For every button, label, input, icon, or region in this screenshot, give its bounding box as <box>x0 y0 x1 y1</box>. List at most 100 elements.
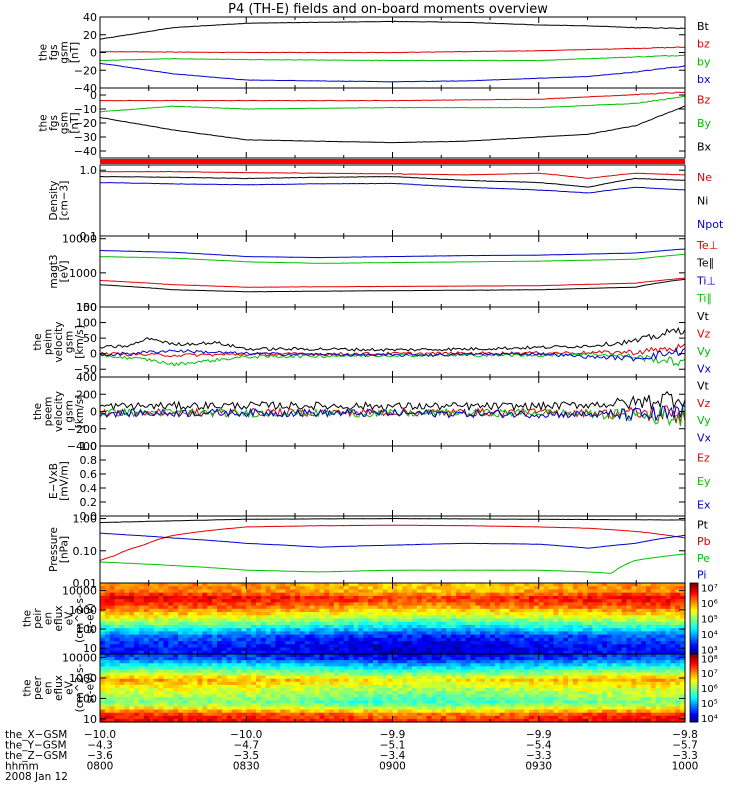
spectrogram-cell <box>187 602 194 607</box>
colorbar-segment <box>690 630 698 634</box>
spectrogram-cell <box>402 618 408 623</box>
spectrogram-cell <box>373 615 379 620</box>
spectrogram-cell <box>607 589 613 594</box>
spectrogram-cell <box>119 592 125 597</box>
spectrogram-cell <box>324 672 330 677</box>
spectrogram-cell <box>641 592 647 597</box>
spectrogram-cell <box>504 608 511 613</box>
spectrogram-cell <box>202 624 208 629</box>
spectrogram-cell <box>524 650 530 655</box>
spectrogram-cell <box>397 647 403 652</box>
spectrogram-cell <box>163 681 169 686</box>
spectrogram-cell <box>607 681 613 686</box>
spectrogram-cell <box>397 663 403 667</box>
spectrogram-cell <box>538 694 545 698</box>
spectrogram-cell <box>368 697 374 701</box>
y-tick-label: −400 <box>67 440 97 453</box>
spectrogram-cell <box>158 684 164 689</box>
spectrogram-cell <box>290 589 296 594</box>
spectrogram-cell <box>441 631 447 636</box>
spectrogram-cell <box>543 688 550 692</box>
spectrogram-cell <box>299 697 306 701</box>
spectrogram-cell <box>363 628 369 633</box>
spectrogram-cell <box>392 605 398 610</box>
spectrogram-cell <box>275 700 281 705</box>
spectrogram-cell <box>143 694 150 698</box>
spectrogram-cell <box>421 599 428 603</box>
spectrogram-cell <box>558 602 564 607</box>
spectrogram-cell <box>538 637 545 642</box>
spectrogram-cell <box>543 583 550 587</box>
spectrogram-cell <box>607 684 613 689</box>
spectrogram-cell <box>304 592 311 597</box>
spectrogram-cell <box>499 694 506 698</box>
spectrogram-cell <box>490 624 496 629</box>
spectrogram-cell <box>129 641 135 645</box>
spectrogram-cell <box>646 644 652 649</box>
spectrogram-cell <box>446 621 452 626</box>
spectrogram-cell <box>173 666 179 671</box>
spectrogram-cell <box>553 688 559 692</box>
spectrogram-cell <box>265 660 272 664</box>
spectrogram-cell <box>631 618 637 623</box>
spectrogram-cell <box>490 697 496 701</box>
spectrogram-cell <box>319 691 325 695</box>
spectrogram-cell <box>148 654 155 658</box>
spectrogram-cell <box>299 700 306 705</box>
spectrogram-cell <box>212 660 218 664</box>
spectrogram-cell <box>178 592 184 597</box>
spectrogram-cell <box>148 628 155 633</box>
spectrogram-cell <box>236 650 242 655</box>
spectrogram-cell <box>314 688 320 692</box>
spectrogram-cell <box>538 663 545 667</box>
spectrogram-cell <box>538 621 545 626</box>
spectrogram-cell <box>109 666 116 671</box>
spectrogram-cell <box>348 602 355 607</box>
spectrogram-cell <box>631 691 637 695</box>
spectrogram-cell <box>607 660 613 664</box>
spectrogram-cell <box>251 641 257 645</box>
spectrogram-cell <box>338 678 345 683</box>
spectrogram-cell <box>455 605 462 610</box>
spectrogram-cell <box>119 647 125 652</box>
spectrogram-cell <box>343 681 350 686</box>
spectrogram-cell <box>490 647 496 652</box>
spectrogram-cell <box>343 637 350 642</box>
spectrogram-cell <box>485 602 491 607</box>
spectrogram-cell <box>426 647 433 652</box>
spectrogram-cell <box>426 678 433 683</box>
spectrogram-cell <box>441 684 447 689</box>
spectrogram-cell <box>597 681 603 686</box>
spectrogram-cell <box>646 657 652 661</box>
spectrogram-cell <box>524 691 530 695</box>
spectrogram-cell <box>363 612 369 616</box>
spectrogram-cell <box>621 618 628 623</box>
spectrogram-cell <box>275 624 281 629</box>
spectrogram-cell <box>587 599 593 603</box>
spectrogram-cell <box>358 618 364 623</box>
spectrogram-cell <box>100 647 106 652</box>
spectrogram-cell <box>212 602 218 607</box>
spectrogram-cell <box>421 657 428 661</box>
spectrogram-cell <box>451 647 457 652</box>
spectrogram-cell <box>397 612 403 616</box>
spectrogram-cell <box>260 672 267 677</box>
spectrogram-cell <box>441 605 447 610</box>
spectrogram-cell <box>348 624 355 629</box>
spectrogram-cell <box>387 608 394 613</box>
spectrogram-cell <box>256 678 262 683</box>
spectrogram-cell <box>524 605 530 610</box>
spectrogram-cell <box>163 602 169 607</box>
spectrogram-cell <box>529 621 535 626</box>
spectrogram-cell <box>436 660 442 664</box>
spectrogram-cell <box>490 660 496 664</box>
spectrogram-cell <box>675 650 681 655</box>
spectrogram-cell <box>392 595 398 600</box>
spectrogram-cell <box>490 586 496 591</box>
spectrogram-cell <box>607 583 613 587</box>
spectrogram-cell <box>592 599 598 603</box>
spectrogram-cell <box>197 608 203 613</box>
spectrogram-cell <box>270 624 277 629</box>
spectrogram-cell <box>582 669 589 674</box>
